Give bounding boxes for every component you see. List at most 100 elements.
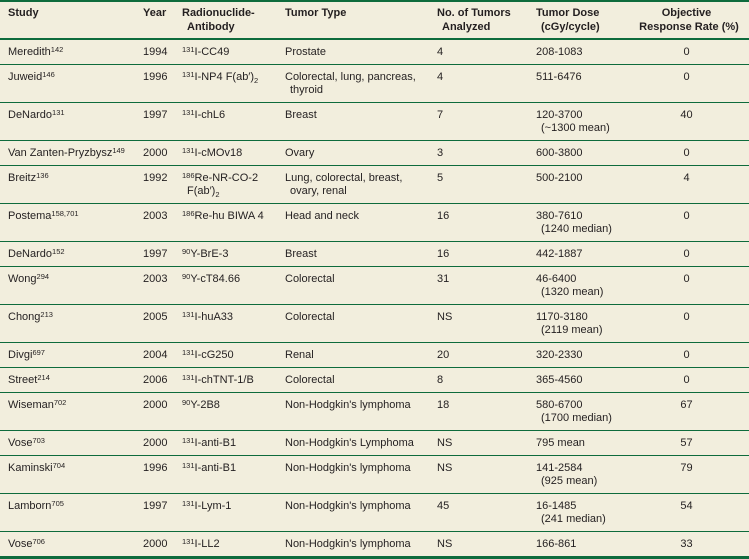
superscript: 146: [42, 69, 55, 79]
superscript: 131: [182, 372, 195, 382]
cell-text: Year: [143, 7, 167, 19]
table-body: Meredith142 1994 131I-CC49 Prostate 4 208-108…: [0, 39, 749, 558]
cell-text: Colorectal: [285, 311, 335, 323]
cell-text: Prostate: [285, 46, 326, 58]
cell-num_tumors: NS: [437, 462, 453, 474]
cell-study: DeNardo131: [0, 103, 143, 141]
cell-text-continued: ovary, renal: [290, 185, 347, 197]
cell-num_tumors: 31: [437, 273, 450, 285]
cell-num_tumors: 4: [437, 71, 444, 83]
cell-radionuclide: 186Re-hu BIWA 4: [182, 204, 285, 242]
cell-text: Breast: [285, 109, 317, 121]
cell-tumor_type: Non-Hodgkin's lymphoma: [285, 456, 437, 494]
superscript: 90: [182, 397, 191, 407]
cell-tumor_dose: 320-2330: [536, 343, 628, 368]
cell-text: Juweid146: [8, 69, 55, 83]
superscript: 706: [32, 536, 45, 546]
cell-text: 500-2100: [536, 172, 583, 184]
cell-text: 131I-chTNT-1/B: [182, 372, 254, 386]
superscript: 186: [182, 170, 195, 180]
cell-text-continued: Response Rate (%): [639, 20, 739, 33]
cell-tumor_dose: 120-3700 (~1300 mean): [536, 103, 628, 141]
cell-text: Head and neck: [285, 210, 359, 222]
cell-text: 16-1485: [536, 500, 577, 512]
cell-num_tumors: NS: [437, 311, 453, 323]
cell-orr: 0: [683, 147, 690, 159]
cell-study: Postema158,701: [0, 204, 143, 242]
cell-text: 131I-Lym-1: [182, 498, 232, 512]
superscript: 136: [36, 170, 49, 180]
cell-text: 186Re-hu BIWA 4: [182, 208, 264, 222]
table-row: Meredith142 1994 131I-CC49 Prostate 4 208-108…: [0, 39, 749, 65]
cell-year: 2006: [143, 374, 168, 386]
cell-tumor_dose: 511-6476: [536, 65, 628, 103]
cell-num_tumors: 16: [437, 210, 450, 222]
cell-radionuclide: 131I-huA33: [182, 305, 285, 343]
cell-text: 795 mean: [536, 437, 585, 449]
column-header-study: Study: [0, 1, 143, 39]
cell-text-continued: (1320 mean): [541, 286, 604, 298]
cell-text: 320-2330: [536, 349, 583, 361]
cell-num_tumors: 18: [437, 399, 450, 411]
cell-text-continued: F(ab′)2: [187, 185, 220, 199]
cell-tumor_type: Colorectal, lung, pancreas, thyroid: [285, 65, 437, 103]
cell-text: Breast: [285, 248, 317, 260]
cell-text: Colorectal, lung, pancreas,: [285, 71, 416, 83]
cell-text: Non-Hodgkin's lymphoma: [285, 500, 411, 512]
cell-text: Colorectal: [285, 374, 335, 386]
superscript: 149: [112, 145, 125, 155]
cell-num_tumors: 4: [437, 46, 444, 58]
table-row: Lamborn705 1997 131I-Lym-1 Non-Hodgkin's ly…: [0, 494, 749, 532]
cell-tumor_dose: 580-6700 (1700 median): [536, 393, 628, 431]
cell-radionuclide: 131I-NP4 F(ab′)2: [182, 65, 285, 103]
superscript: 294: [36, 271, 50, 281]
superscript: 131: [182, 309, 195, 319]
cell-orr: 0: [683, 71, 690, 83]
table-header: Study Year Radionuclide- Antibody Tumor Type…: [0, 1, 749, 39]
cell-num_tumors: NS: [437, 437, 453, 449]
table-row: Van Zanten-Pryzbysz149 2000 131I-cMOv18 Ova…: [0, 141, 749, 166]
table-row: Vose706 2000 131I-LL2 Non-Hodgkin's lymphom…: [0, 532, 749, 558]
cell-radionuclide: 131I-cMOv18: [182, 141, 285, 166]
cell-orr: 0: [683, 311, 690, 323]
cell-num_tumors: 20: [437, 349, 450, 361]
cell-study: Juweid146: [0, 65, 143, 103]
cell-orr: 0: [683, 46, 690, 58]
cell-text: Objective: [661, 7, 712, 19]
superscript: 131: [182, 435, 195, 445]
cell-tumor_dose: 16-1485 (241 median): [536, 494, 628, 532]
cell-text: Tumor Type: [285, 7, 347, 19]
cell-year: 2000: [143, 437, 168, 449]
cell-text: DeNardo152: [8, 246, 65, 260]
cell-orr: 0: [683, 210, 690, 222]
cell-study: Wiseman702: [0, 393, 143, 431]
cell-year: 2000: [143, 147, 168, 159]
cell-text: Renal: [285, 349, 314, 361]
column-header-radionuclide: Radionuclide- Antibody: [182, 1, 285, 39]
superscript: 131: [182, 145, 195, 155]
table-row: Wong294 2003 90Y-cT84.66 Colorectal 31 46-640…: [0, 267, 749, 305]
cell-text: 365-4560: [536, 374, 583, 386]
cell-tumor_type: Non-Hodgkin's lymphoma: [285, 494, 437, 532]
cell-text: No. of Tumors: [437, 7, 511, 19]
cell-radionuclide: 131I-anti-B1: [182, 456, 285, 494]
cell-study: Vose706: [0, 532, 143, 558]
cell-study: Wong294: [0, 267, 143, 305]
cell-orr: 67: [680, 399, 693, 411]
superscript: 131: [182, 460, 195, 470]
cell-text: 131I-cMOv18: [182, 145, 243, 159]
cell-tumor_type: Non-Hodgkin's Lymphoma: [285, 431, 437, 456]
table-row: DeNardo152 1997 90Y-BrE-3 Breast 16 442-1887 0: [0, 242, 749, 267]
cell-radionuclide: 90Y-BrE-3: [182, 242, 285, 267]
cell-study: Breitz136: [0, 166, 143, 204]
cell-tumor_type: Non-Hodgkin's lymphoma: [285, 532, 437, 558]
cell-tumor_dose: 500-2100: [536, 166, 628, 204]
superscript: 131: [182, 536, 195, 546]
table-row: Street214 2006 131I-chTNT-1/B Colorectal 8 36…: [0, 368, 749, 393]
cell-radionuclide: 131I-chL6: [182, 103, 285, 141]
cell-text: 131I-cG250: [182, 347, 234, 361]
cell-study: DeNardo152: [0, 242, 143, 267]
cell-text: Van Zanten-Pryzbysz149: [8, 145, 125, 159]
cell-text: 131I-NP4 F(ab′)2: [182, 69, 259, 85]
cell-year: 1992: [143, 172, 168, 184]
